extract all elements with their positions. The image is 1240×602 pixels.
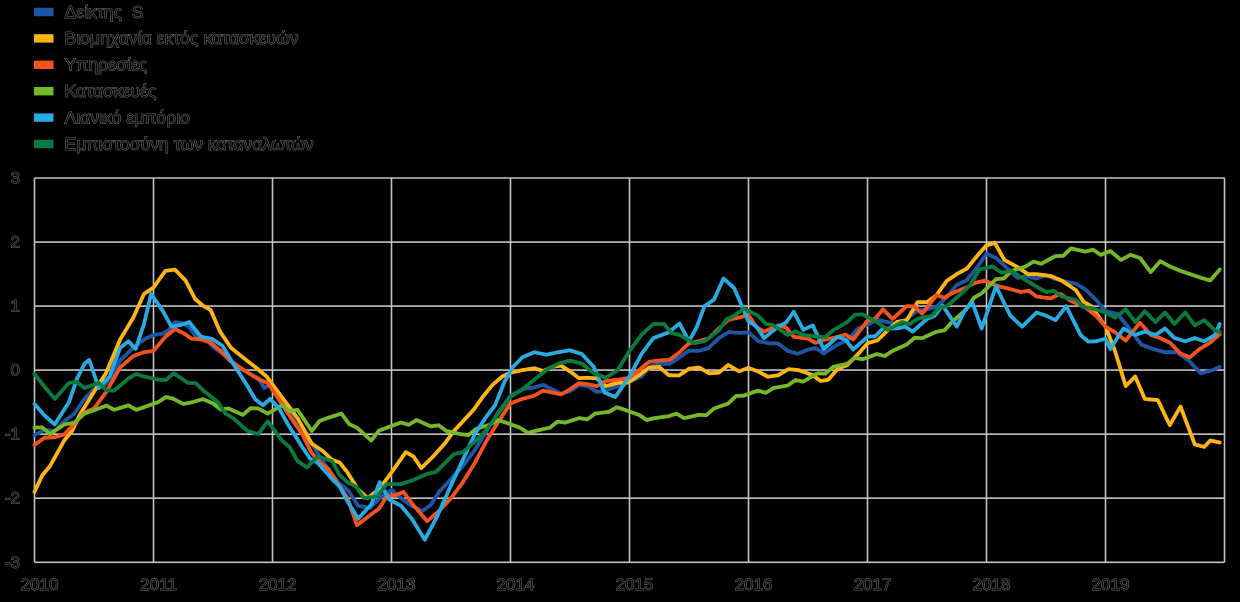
svg-text:1: 1: [11, 297, 20, 316]
svg-text:Δείκτης S: Δείκτης S: [65, 2, 144, 22]
svg-text:2011: 2011: [140, 575, 177, 594]
svg-text:-3: -3: [5, 553, 20, 572]
svg-text:Λιανικό εμπόριο: Λιανικό εμπόριο: [65, 107, 191, 127]
svg-text:2016: 2016: [735, 575, 773, 594]
svg-text:2017: 2017: [854, 575, 892, 594]
svg-text:2010: 2010: [21, 575, 59, 594]
svg-text:2013: 2013: [378, 575, 416, 594]
svg-text:Βιομηχανία εκτός κατασκευών: Βιομηχανία εκτός κατασκευών: [65, 28, 299, 48]
svg-text:2014: 2014: [497, 575, 535, 594]
svg-text:2018: 2018: [973, 575, 1011, 594]
svg-text:Κατασκευές: Κατασκευές: [65, 81, 157, 101]
svg-text:3: 3: [11, 169, 20, 188]
svg-text:Υπηρεσίες: Υπηρεσίες: [65, 55, 148, 75]
svg-text:2015: 2015: [616, 575, 654, 594]
svg-text:0: 0: [11, 361, 20, 380]
svg-text:-1: -1: [5, 425, 20, 444]
svg-text:Εμπιστοσύνη των καταναλωτών: Εμπιστοσύνη των καταναλωτών: [65, 134, 314, 154]
svg-text:2012: 2012: [259, 575, 297, 594]
svg-text:2019: 2019: [1092, 575, 1130, 594]
svg-text:2: 2: [11, 233, 20, 252]
svg-text:-2: -2: [5, 489, 20, 508]
